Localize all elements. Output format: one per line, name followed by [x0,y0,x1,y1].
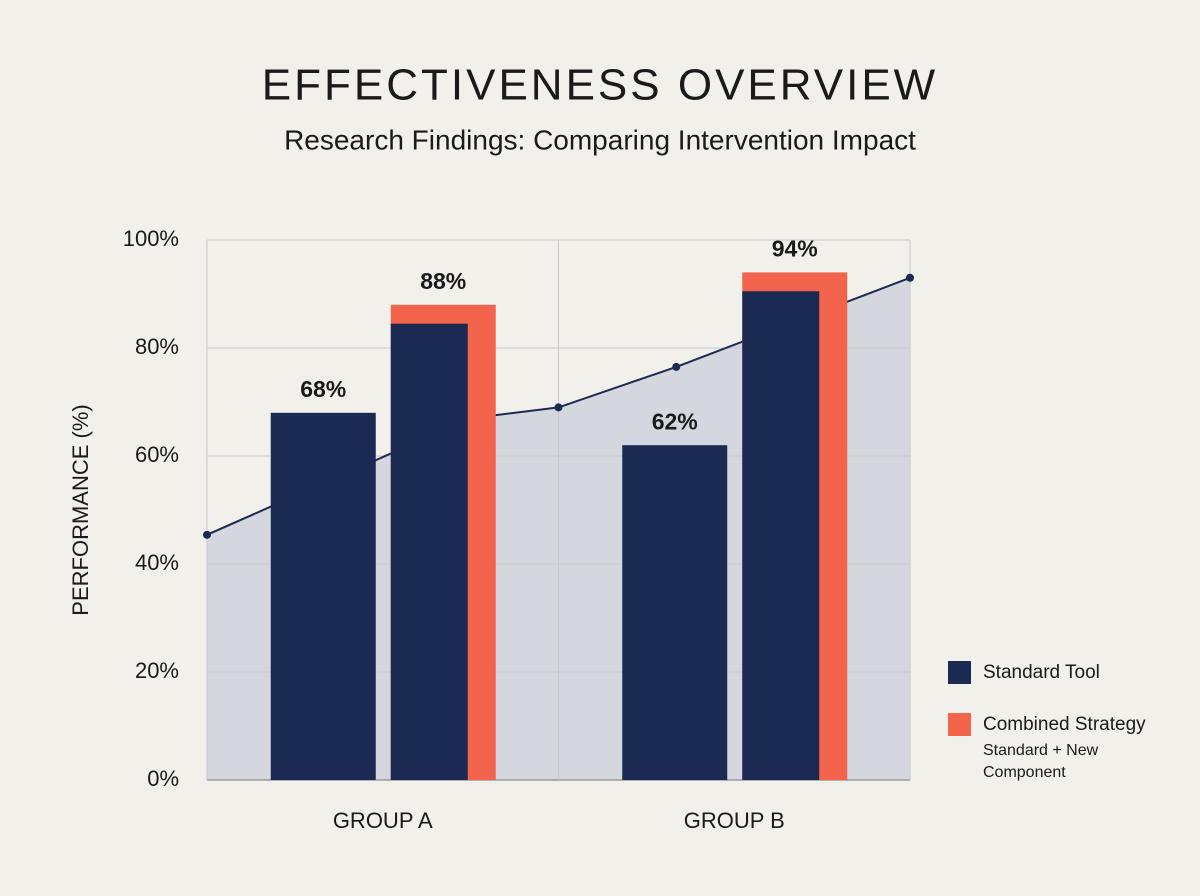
value-label: 68% [300,376,346,402]
legend-swatch [948,713,971,736]
chart-subtitle: Research Findings: Comparing Interventio… [284,124,916,155]
value-label: 62% [652,408,698,434]
legend-note: Standard + New Component [983,742,1099,781]
bar-inner [390,323,468,780]
trend-point [203,530,211,539]
chart-title: EFFECTIVENESS OVERVIEW [262,61,938,110]
bar-inner [742,291,820,780]
y-tick-label: 80% [135,334,179,359]
y-tick-label: 0% [147,766,179,791]
x-tick-label: GROUP A [333,808,433,833]
bar [270,412,376,780]
y-tick-label: 100% [123,226,179,251]
trend-point [906,273,914,282]
y-tick-label: 40% [135,550,179,575]
value-label: 88% [420,268,466,294]
y-axis-label: PERFORMANCE (%) [68,404,93,615]
x-tick-label: GROUP B [684,808,785,833]
bar [622,445,728,780]
legend-swatch [948,661,971,684]
legend-label: Combined Strategy [983,714,1146,735]
trend-point [672,362,681,371]
trend-point [554,403,563,412]
value-label: 94% [772,235,818,261]
y-tick-label: 60% [135,442,179,467]
y-tick-label: 20% [135,658,179,683]
legend-label: Standard Tool [983,662,1100,683]
